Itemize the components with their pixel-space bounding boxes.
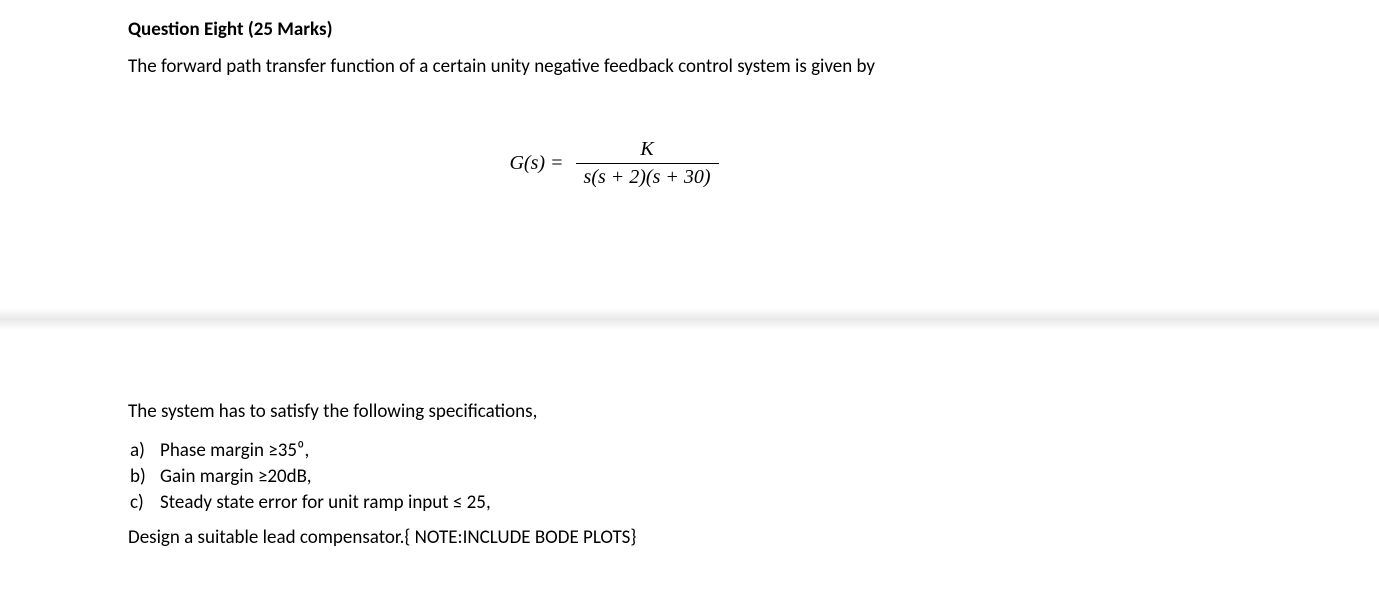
- equation-fraction: K s(s + 2)(s + 30): [576, 138, 719, 189]
- specifications-section: The system has to satisfy the following …: [128, 400, 636, 549]
- spec-text: Phase margin ≥35⁰,: [160, 439, 636, 462]
- question-description: The forward path transfer function of a …: [128, 55, 1100, 78]
- equation-numerator: K: [632, 138, 661, 163]
- spec-item-a: a) Phase margin ≥35⁰,: [128, 439, 636, 462]
- spec-letter: a): [128, 439, 160, 462]
- spec-item-c: c) Steady state error for unit ramp inpu…: [128, 491, 636, 514]
- specs-list: a) Phase margin ≥35⁰, b) Gain margin ≥20…: [128, 439, 636, 514]
- equation: G(s) = K s(s + 2)(s + 30): [128, 138, 1100, 189]
- spec-text: Steady state error for unit ramp input ≤…: [160, 491, 636, 514]
- question-content: Question Eight (25 Marks) The forward pa…: [0, 0, 1100, 189]
- equation-denominator: s(s + 2)(s + 30): [576, 163, 719, 189]
- spec-item-b: b) Gain margin ≥20dB,: [128, 465, 636, 488]
- equation-lhs: G(s) =: [509, 152, 563, 175]
- design-note: Design a suitable lead compensator.{ NOT…: [128, 526, 636, 549]
- section-divider: [0, 308, 1379, 330]
- question-title: Question Eight (25 Marks): [128, 18, 1100, 41]
- spec-letter: b): [128, 465, 160, 488]
- spec-text: Gain margin ≥20dB,: [160, 465, 636, 488]
- specs-heading: The system has to satisfy the following …: [128, 400, 636, 423]
- spec-letter: c): [128, 491, 160, 514]
